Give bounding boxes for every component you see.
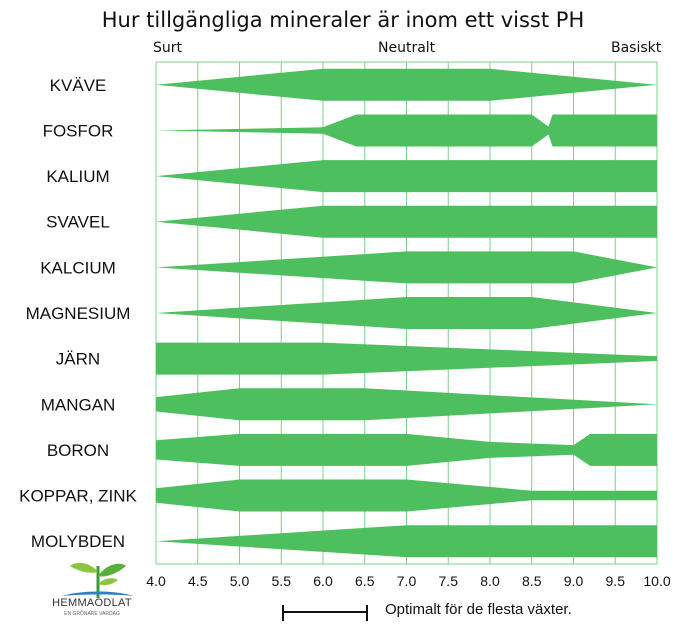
logo-tagline: EN GRÖNARE VARDAG [64, 611, 120, 617]
label-neutralt: Neutralt [378, 40, 436, 56]
band-svavel [156, 205, 657, 238]
nutrient-labels: KVÄVE FOSFOR KALIUM SVAVEL KALCIUM MAGNESIUM J… [19, 76, 137, 551]
label-basiskt: Basiskt [611, 40, 662, 56]
band-koppar-zink [156, 479, 657, 512]
band-magnesium [156, 297, 657, 329]
x-tick-label: 9.0 [564, 573, 584, 589]
nutrient-label: SVAVEL [46, 213, 110, 232]
band-kväve [156, 68, 657, 101]
band-järn [156, 342, 657, 375]
band-kalium [156, 160, 657, 193]
label-surt: Surt [153, 40, 183, 56]
optimal-range-marker [282, 605, 368, 621]
x-tick-label: 5.0 [230, 573, 250, 589]
x-tick-label: 8.0 [480, 573, 500, 589]
nutrient-label: KALIUM [46, 167, 109, 186]
logo-wordmark: HEMMAODLAT [52, 597, 132, 609]
x-tick-label: 6.5 [355, 573, 375, 589]
chart-title: Hur tillgängliga mineraler är inom ett v… [101, 8, 585, 32]
nutrient-label: MAGNESIUM [26, 304, 131, 323]
band-molybden [156, 525, 657, 558]
hemmaodlat-logo-icon [62, 562, 134, 598]
x-tick-label: 6.0 [313, 573, 333, 589]
x-tick-label: 9.5 [606, 573, 626, 589]
x-tick-label: 4.0 [146, 573, 166, 589]
nutrient-label: MANGAN [41, 395, 116, 414]
band-kalcium [156, 251, 657, 284]
nutrient-label: JÄRN [56, 350, 100, 369]
x-tick-label: 4.5 [188, 573, 208, 589]
nutrient-label: FOSFOR [43, 121, 114, 140]
x-tick-label: 8.5 [522, 573, 542, 589]
x-tick-label: 7.0 [397, 573, 417, 589]
legend-text: Optimalt för de flesta växter. [385, 601, 572, 618]
nutrient-label: KALCIUM [40, 258, 116, 277]
x-tick-label: 7.5 [439, 573, 459, 589]
nutrient-label: MOLYBDEN [31, 532, 125, 551]
nutrient-label: KOPPAR, ZINK [19, 487, 137, 506]
nutrient-label: KVÄVE [50, 76, 107, 95]
x-tick-labels: 4.0 4.5 5.0 5.5 6.0 6.5 7.0 7.5 8.0 8.5 9.0 9.5 10.0 [146, 573, 671, 589]
band-mangan [156, 388, 657, 421]
x-tick-label: 5.5 [272, 573, 292, 589]
band-boron [156, 433, 657, 466]
nutrient-bands [156, 68, 657, 558]
band-fosfor [156, 114, 657, 147]
nutrient-label: BORON [47, 441, 109, 460]
x-tick-label: 10.0 [643, 573, 670, 589]
